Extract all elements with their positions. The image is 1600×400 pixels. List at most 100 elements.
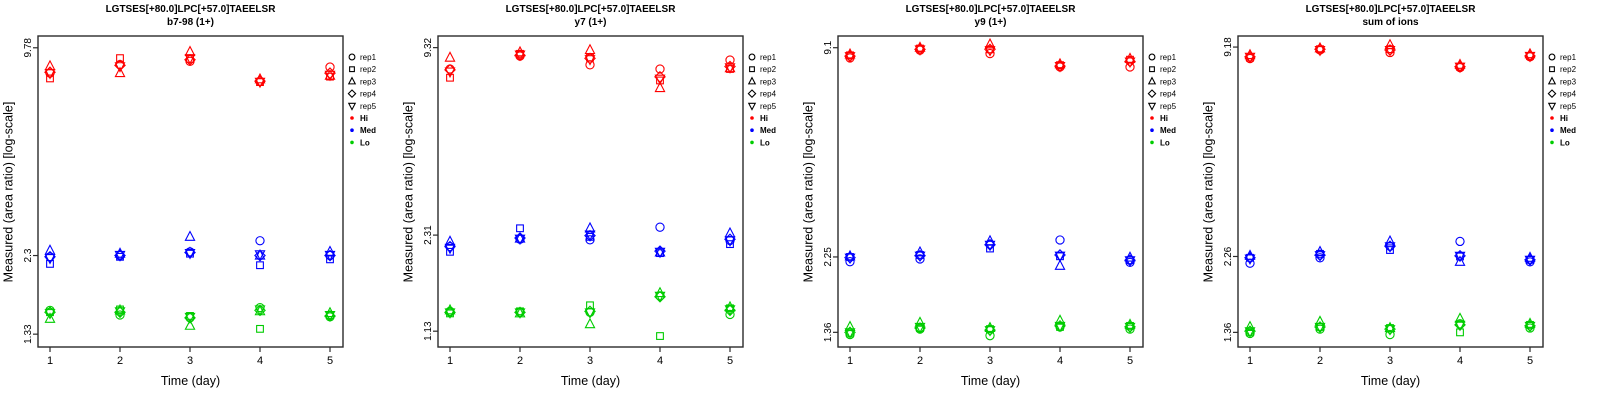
marker-med-rep3-day3 [184,230,196,241]
marker-hi-rep3-day3 [584,43,596,55]
marker-lo-rep5-day2 [1314,322,1326,334]
marker-lo-rep3-day1 [44,312,56,323]
legend-rep4-label: rep4 [1160,90,1177,99]
marker-lo-rep3-day4 [1454,312,1466,323]
marker-lo-rep5-day3 [1384,325,1396,336]
legend-rep3-label: rep3 [1160,77,1177,86]
panel-y7: 1 2 3 4 5 9.32 2.31 1.13 rep1 rep2 rep3 rep4 rep5 Hi M… [400,0,800,400]
marker-hi-rep3-day3 [1384,38,1396,50]
marker-med-rep3-day2 [514,232,526,243]
plot-canvas-sum-of-ions: 1 2 3 4 5 9.18 2.26 1.36 rep1 rep2 rep3 rep4 rep5 Hi M… [1223,35,1577,367]
marker-lo-rep5-day5 [1524,321,1536,333]
legend-med-dot [350,128,354,132]
y-axis-label: Measured (area ratio) [log-scale] [1201,36,1215,347]
x-axis-tick-label: 1 [447,355,453,367]
marker-lo-rep3-day3 [1384,321,1396,333]
marker-hi-rep3-day4 [654,81,666,93]
marker-med-rep2-day5 [326,255,334,264]
legend-rep3-symbol [1547,76,1557,85]
marker-hi-rep5-day3 [184,54,196,65]
marker-med-rep1-day2 [1315,253,1325,263]
panel-title: LGTSES[+80.0]LPC[+57.0]TAEELSR [1305,4,1476,15]
legend-rep3-symbol [1147,76,1157,85]
plot-canvas-b7-98: 1 2 3 4 5 9.78 2.3 1.33 rep1 rep2 rep3 rep4 rep5 Hi Me… [23,35,377,367]
plot-frame [837,35,1144,348]
marker-med-rep2-day1 [446,247,454,256]
marker-med-rep5-day3 [584,230,596,242]
marker-med-rep1-day4 [255,236,265,246]
marker-lo-rep5-day5 [324,310,336,322]
y-axis-tick-label: 1.36 [823,322,834,342]
legend-rep2-symbol [349,66,355,73]
marker-med-rep2-day4 [256,261,264,270]
x-axis-tick-label: 3 [587,355,593,367]
y-axis-label-text: Measured (area ratio) [log-scale] [1201,101,1215,282]
marker-lo-rep3-day5 [724,300,736,312]
marker-med-rep5-day5 [1524,255,1536,267]
legend-rep3-symbol [347,76,357,85]
marker-med-rep3-day4 [1054,259,1066,270]
y-axis-label: Measured (area ratio) [log-scale] [401,36,415,347]
marker-lo-rep5-day2 [914,322,926,334]
marker-med-rep5-day5 [724,236,736,247]
marker-lo-rep5-day4 [654,291,666,303]
legend-rep1-symbol [348,53,356,61]
x-axis-label: Time (day) [160,374,221,388]
marker-med-rep2-day5 [726,240,734,249]
x-axis-label: Time (day) [960,374,1021,388]
legend-rep3-label: rep3 [360,77,377,86]
legend-rep4-label: rep4 [760,90,777,99]
marker-hi-rep5-day4 [1454,62,1466,74]
legend-rep3-symbol [747,76,757,85]
x-axis-tick-label: 1 [1247,355,1253,367]
legend-lo-label: Lo [1160,138,1170,147]
marker-lo-rep5-day2 [114,307,126,318]
marker-hi-rep5-day2 [514,50,526,62]
legend-rep4-symbol [1147,89,1157,99]
legend-rep3-label: rep3 [760,77,777,86]
marker-med-rep3-day3 [1384,234,1396,246]
legend-med-label: Med [1160,126,1176,135]
y-axis-tick-label: 9.78 [23,38,34,58]
legend-hi-dot [350,116,354,120]
legend-rep1-label: rep1 [1560,53,1577,62]
marker-med-rep5-day5 [324,250,336,262]
y-axis-tick-label: 1.33 [23,324,34,344]
marker-med-rep1-day1 [445,241,455,252]
legend-rep2-symbol [749,66,755,73]
marker-med-rep5-day4 [1454,251,1466,263]
y-axis-label-text: Measured (area ratio) [log-scale] [801,101,815,282]
marker-hi-rep3-day3 [184,45,196,56]
marker-med-rep3-day3 [984,234,996,246]
x-axis-tick-label: 2 [917,355,923,367]
legend-rep1-symbol [1548,53,1556,61]
marker-hi-rep5-day3 [584,55,596,66]
marker-lo-rep2-day4 [1456,328,1464,337]
marker-med-rep1-day2 [915,254,925,264]
marker-hi-rep3-day3 [984,37,996,49]
legend-rep4-symbol [747,89,757,99]
legend-med-dot [750,128,754,132]
marker-hi-rep5-day3 [984,46,996,57]
y-axis-tick-label: 9.1 [823,40,834,54]
y-axis-tick-label: 2.26 [1223,246,1234,266]
legend-med-label: Med [1560,126,1576,135]
x-axis-tick-label: 3 [187,355,193,367]
marker-lo-rep3-day2 [1314,315,1326,326]
legend-rep5-symbol [747,102,757,111]
marker-hi-rep3-day1 [44,59,56,71]
marker-hi-rep5-day1 [444,67,456,79]
marker-hi-rep5-day2 [914,45,926,56]
y-axis-label: Measured (area ratio) [log-scale] [801,36,815,347]
marker-hi-rep1-day4 [655,64,665,74]
marker-med-rep5-day2 [1314,251,1326,262]
marker-hi-rep5-day5 [724,63,736,74]
marker-med-rep3-day2 [1314,245,1326,256]
marker-hi-rep5-day3 [1384,45,1396,57]
marker-med-rep5-day2 [114,250,126,262]
panel-title: LGTSES[+80.0]LPC[+57.0]TAEELSR [905,4,1076,15]
marker-hi-rep5-day5 [1124,57,1136,69]
panel-title: LGTSES[+80.0]LPC[+57.0]TAEELSR [505,4,676,15]
x-axis-tick-label: 1 [47,355,53,367]
